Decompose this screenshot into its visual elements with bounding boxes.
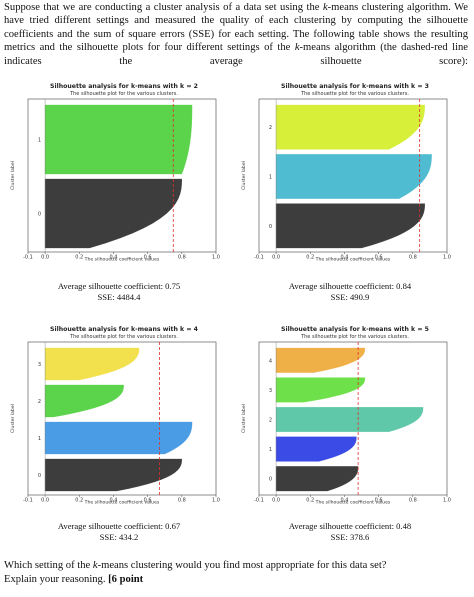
x-tick-label: 1.0 <box>443 498 451 504</box>
chart-title: Silhouette analysis for k-means with k =… <box>50 326 199 333</box>
silhouette-cluster-2 <box>44 384 124 418</box>
cluster-label: 2 <box>269 418 272 424</box>
x-tick-label: 0.2 <box>75 255 83 261</box>
intro-part-3: -means algorithm (the dashed-red line in… <box>4 42 469 67</box>
question-part-2: -means clustering would you find most ap… <box>97 560 387 571</box>
k-variable: k <box>92 560 98 571</box>
cluster-label: 1 <box>38 138 41 144</box>
x-axis-label: The silhouette coefficient values <box>84 500 160 505</box>
x-tick-label: 0.2 <box>75 498 83 504</box>
x-tick-label: 0.6 <box>375 255 383 261</box>
cluster-label: 4 <box>269 358 272 364</box>
x-axis-label: The silhouette coefficient values <box>315 500 391 505</box>
plot-panel-k4: Silhouette analysis for k-means with k =… <box>6 322 232 542</box>
silhouette-cluster-1 <box>44 104 193 175</box>
silhouette-cluster-1 <box>44 421 193 455</box>
x-axis-label: The silhouette coefficient values <box>84 257 160 262</box>
silhouette-cluster-3 <box>275 377 366 403</box>
chart-subtitle: The silhouette plot for the various clus… <box>300 91 409 97</box>
silhouette-plot-k4: Silhouette analysis for k-means with k =… <box>10 326 220 505</box>
cluster-label: 1 <box>269 447 272 453</box>
x-axis-label: The silhouette coefficient values <box>315 257 391 262</box>
plot-panel-k3: Silhouette analysis for k-means with k =… <box>237 79 463 302</box>
cluster-label: 0 <box>38 212 41 218</box>
caption-sse-k3: SSE: 490.9 <box>330 292 370 302</box>
x-tick-label: 0.0 <box>41 255 49 261</box>
cluster-label: 1 <box>38 436 41 442</box>
x-tick-label: 0.8 <box>409 255 417 261</box>
x-tick-label: 0.4 <box>340 498 348 504</box>
x-tick-label: 1.0 <box>212 255 220 261</box>
x-tick-label: 0.4 <box>109 255 117 261</box>
x-tick-label: 0.6 <box>144 498 152 504</box>
silhouette-cluster-4 <box>275 347 366 373</box>
silhouette-cluster-1 <box>275 154 432 199</box>
cluster-label: 2 <box>38 399 41 405</box>
x-tick-label: 0.4 <box>340 255 348 261</box>
cluster-label: 2 <box>269 125 272 131</box>
caption-sse-k5: SSE: 378.6 <box>330 532 370 542</box>
cluster-label: 0 <box>269 224 272 230</box>
silhouette-cluster-0 <box>44 458 182 492</box>
x-tick-label: -0.1 <box>254 498 264 504</box>
question-part-3: Explain your reasoning. <box>4 574 109 585</box>
chart-title: Silhouette analysis for k-means with k =… <box>50 83 198 90</box>
silhouette-cluster-3 <box>44 347 140 381</box>
question-text: Which setting of the k-means clustering … <box>4 559 468 587</box>
cluster-label: 0 <box>38 473 41 479</box>
y-axis-label: Cluster label <box>241 161 247 190</box>
y-axis-label: Cluster label <box>10 404 16 433</box>
y-axis-label: Cluster label <box>241 404 247 433</box>
x-tick-label: -0.1 <box>254 255 264 261</box>
plot-panel-k5: Silhouette analysis for k-means with k =… <box>237 322 463 542</box>
x-tick-label: 1.0 <box>443 255 451 261</box>
x-tick-label: 1.0 <box>212 498 220 504</box>
intro-part-2: -means clustering algorithm. We have tri… <box>4 2 468 54</box>
question-part-1: Which setting of the <box>4 560 93 571</box>
x-tick-label: 0.8 <box>409 498 417 504</box>
x-tick-label: 0.6 <box>375 498 383 504</box>
silhouette-cluster-2 <box>275 407 424 432</box>
x-tick-label: 0.2 <box>306 255 314 261</box>
x-tick-label: -0.1 <box>23 255 33 261</box>
silhouette-cluster-1 <box>275 436 357 462</box>
x-tick-label: 0.0 <box>272 255 280 261</box>
chart-subtitle: The silhouette plot for the various clus… <box>69 91 178 97</box>
chart-subtitle: The silhouette plot for the various clus… <box>69 334 178 340</box>
silhouette-cluster-2 <box>275 104 425 150</box>
k-variable: k <box>322 2 328 13</box>
x-tick-label: 0.0 <box>272 498 280 504</box>
chart-title: Silhouette analysis for k-means with k =… <box>281 83 429 90</box>
chart-title: Silhouette analysis for k-means with k =… <box>281 326 429 333</box>
x-tick-label: 0.8 <box>178 498 186 504</box>
caption-sse-k2: SSE: 4484.4 <box>97 292 141 302</box>
y-axis-label: Cluster label <box>10 161 16 190</box>
silhouette-plot-k5: Silhouette analysis for k-means with k =… <box>241 326 451 505</box>
caption-coefficient-k5: Average silhouette coefficient: 0.48 <box>288 521 412 531</box>
silhouette-cluster-0 <box>44 178 182 249</box>
caption-coefficient-k4: Average silhouette coefficient: 0.67 <box>57 521 181 531</box>
x-tick-label: 0.4 <box>109 498 117 504</box>
cluster-label: 3 <box>38 362 41 368</box>
caption-sse-k4: SSE: 434.2 <box>99 532 139 542</box>
chart-subtitle: The silhouette plot for the various clus… <box>300 334 409 340</box>
plot-panel-k2: Silhouette analysis for k-means with k =… <box>6 79 232 302</box>
caption-coefficient-k2: Average silhouette coefficient: 0.75 <box>57 281 181 291</box>
x-tick-label: 0.2 <box>306 498 314 504</box>
cluster-label: 1 <box>269 175 272 181</box>
silhouette-plot-k3: Silhouette analysis for k-means with k =… <box>241 83 451 262</box>
cluster-label: 3 <box>269 388 272 394</box>
points-label: [6 point <box>108 574 144 585</box>
cluster-label: 0 <box>269 477 272 483</box>
intro-part-1: Suppose that we are conducting a cluster… <box>4 2 323 13</box>
x-tick-label: 0.6 <box>144 255 152 261</box>
x-tick-label: 0.8 <box>178 255 186 261</box>
caption-coefficient-k3: Average silhouette coefficient: 0.84 <box>288 281 412 291</box>
k-variable: k <box>294 42 300 54</box>
x-tick-label: 0.0 <box>41 498 49 504</box>
problem-intro: Suppose that we are conducting a cluster… <box>4 1 468 81</box>
x-tick-label: -0.1 <box>23 498 33 504</box>
silhouette-cluster-0 <box>275 203 425 249</box>
silhouette-plot-k2: Silhouette analysis for k-means with k =… <box>10 83 220 262</box>
